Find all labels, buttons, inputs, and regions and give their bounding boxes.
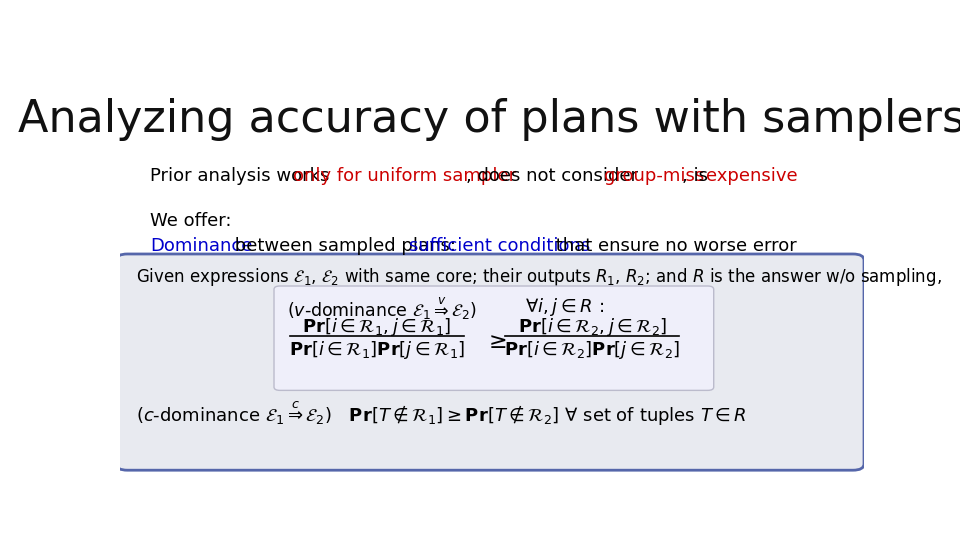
Text: $(v\text{-dominance}\ \mathcal{E}_1 \overset{v}{\Rightarrow} \mathcal{E}_2)$: $(v\text{-dominance}\ \mathcal{E}_1 \ove…	[287, 295, 477, 322]
Text: only for uniform sampler: only for uniform sampler	[293, 167, 516, 185]
Text: Prior analysis works: Prior analysis works	[150, 167, 335, 185]
Text: sufficient conditions: sufficient conditions	[410, 238, 590, 255]
Text: Given expressions $\mathcal{E}_1$, $\mathcal{E}_2$ with same core; their outputs: Given expressions $\mathcal{E}_1$, $\mat…	[136, 266, 942, 288]
Text: $\geq$: $\geq$	[485, 332, 507, 352]
Text: , does not consider: , does not consider	[467, 167, 644, 185]
Text: We offer:: We offer:	[150, 212, 231, 231]
Text: $\mathbf{Pr}\left[i \in \mathcal{R}_1\right]\mathbf{Pr}\left[j \in \mathcal{R}_1: $\mathbf{Pr}\left[i \in \mathcal{R}_1\ri…	[289, 339, 465, 361]
Text: Analyzing accuracy of plans with samplers: Analyzing accuracy of plans with sampler…	[18, 98, 960, 141]
FancyBboxPatch shape	[116, 254, 864, 470]
FancyBboxPatch shape	[274, 286, 713, 390]
Text: expensive: expensive	[707, 167, 798, 185]
Text: $(c\text{-dominance}\ \mathcal{E}_1 \overset{c}{\Rightarrow} \mathcal{E}_2)$$\qu: $(c\text{-dominance}\ \mathcal{E}_1 \ove…	[136, 400, 747, 428]
Text: $\mathbf{Pr}\left[i \in \mathcal{R}_2, j \in \mathcal{R}_2\right]$: $\mathbf{Pr}\left[i \in \mathcal{R}_2, j…	[517, 316, 667, 339]
Text: , is: , is	[682, 167, 713, 185]
Text: group-miss: group-miss	[604, 167, 704, 185]
Text: $\mathbf{Pr}\left[i \in \mathcal{R}_1, j \in \mathcal{R}_1\right]$: $\mathbf{Pr}\left[i \in \mathcal{R}_1, j…	[302, 316, 451, 339]
Text: that ensure no worse error: that ensure no worse error	[550, 238, 797, 255]
Text: $\forall i, j \in R\,:$: $\forall i, j \in R\,:$	[525, 295, 605, 318]
Text: between sampled plans:: between sampled plans:	[229, 238, 462, 255]
Text: $\mathbf{Pr}\left[i \in \mathcal{R}_2\right]\mathbf{Pr}\left[j \in \mathcal{R}_2: $\mathbf{Pr}\left[i \in \mathcal{R}_2\ri…	[504, 339, 681, 361]
Text: Dominance: Dominance	[150, 238, 252, 255]
